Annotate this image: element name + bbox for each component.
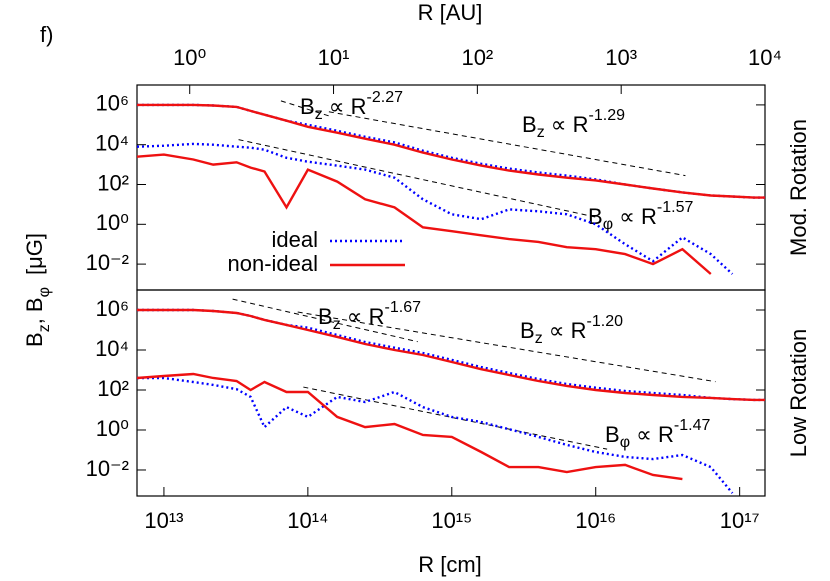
y-tick-label: 10⁻²	[86, 250, 129, 275]
x2-tick-label: 10²	[461, 45, 493, 70]
annotation-var: B	[522, 112, 537, 137]
x-tick-label: 10¹³	[144, 508, 183, 533]
annotation-rel: ∝ R	[543, 318, 587, 343]
annotation-sub: z	[315, 106, 323, 123]
annotation-exp: -1.20	[587, 313, 624, 330]
x-axis-label: R [cm]	[418, 552, 482, 577]
x2-axis-label: R [AU]	[418, 0, 483, 25]
y-tick-label: 10⁰	[96, 416, 129, 441]
annotation-exp: -1.29	[589, 107, 626, 124]
annotation: Bz ∝ R-2.27	[300, 89, 403, 123]
bphi-line	[137, 372, 683, 481]
y-tick-label: 10²	[97, 376, 129, 401]
x-tick-label: 10¹⁶	[575, 508, 616, 533]
annotation-sub: z	[537, 124, 545, 141]
y-tick-label: 10²	[97, 170, 129, 195]
bz-line	[137, 103, 765, 199]
x2-tick-label: 10³	[605, 45, 637, 70]
fit-line	[238, 139, 596, 218]
annotation-var: B	[605, 422, 620, 447]
fit-line	[328, 111, 686, 177]
legend-label: non-ideal	[227, 251, 318, 276]
annotation-sub: φ	[620, 434, 630, 451]
annotation-sub: z	[535, 330, 543, 347]
annotation: Bz ∝ R-1.20	[520, 313, 623, 347]
bz-line	[137, 308, 765, 402]
y-tick-label: 10⁶	[95, 91, 129, 116]
annotation: Bφ ∝ R-1.57	[588, 199, 693, 233]
y-tick-label: 10⁻²	[86, 456, 129, 481]
annotation-exp: -1.47	[674, 417, 711, 434]
y-axis-label: Bz, Bφ [μG]	[22, 233, 53, 347]
bz-line	[137, 308, 765, 402]
bphi-line	[137, 376, 734, 494]
annotation-rel: ∝ R	[613, 204, 657, 229]
annotation-rel: ∝ R	[545, 112, 589, 137]
bz-line	[137, 103, 765, 199]
x2-tick-label: 10⁴	[748, 45, 782, 70]
annotation-sub: φ	[603, 216, 613, 233]
fit-line	[232, 298, 418, 343]
annotation-exp: -1.57	[657, 199, 694, 216]
x2-tick-label: 10⁰	[173, 45, 206, 70]
y-axis-label-part: φ	[36, 287, 53, 297]
annotation-sub: z	[333, 316, 341, 333]
x2-tick-label: 10¹	[318, 45, 350, 70]
annotation: Bz ∝ R-1.67	[318, 299, 421, 333]
bphi-line	[137, 142, 734, 275]
plot-frame	[136, 289, 766, 497]
bphi-line	[137, 153, 712, 275]
x-tick-label: 10¹⁴	[287, 508, 328, 533]
annotation-exp: -2.27	[367, 89, 404, 106]
annotation-rel: ∝ R	[341, 304, 385, 329]
x-tick-label: 10¹⁷	[720, 508, 760, 533]
y-tick-label: 10⁴	[95, 336, 129, 361]
fit-line	[297, 311, 716, 383]
annotation-var: B	[300, 94, 315, 119]
y-axis-label-part: B	[22, 332, 47, 347]
y-axis-label-part: , B	[22, 297, 47, 324]
side-label: Mod. Rotation	[786, 119, 811, 256]
y-tick-label: 10⁰	[96, 210, 129, 235]
x-tick-label: 10¹⁵	[431, 508, 472, 533]
legend-label: ideal	[272, 227, 318, 252]
annotation: Bz ∝ R-1.29	[522, 107, 625, 141]
fit-line	[303, 386, 608, 450]
annotation: Bφ ∝ R-1.47	[605, 417, 710, 451]
y-tick-label: 10⁴	[95, 131, 129, 156]
side-label: Low Rotation	[786, 329, 811, 457]
annotation-exp: -1.67	[385, 299, 422, 316]
annotation-var: B	[520, 318, 535, 343]
y-axis-label-part: z	[36, 324, 53, 332]
annotation-var: B	[588, 204, 603, 229]
annotation-rel: ∝ R	[630, 422, 674, 447]
y-tick-label: 10⁶	[95, 296, 129, 321]
annotation-rel: ∝ R	[323, 94, 367, 119]
panel-label: f)	[40, 22, 53, 47]
y-axis-label-part: [μG]	[22, 233, 47, 275]
